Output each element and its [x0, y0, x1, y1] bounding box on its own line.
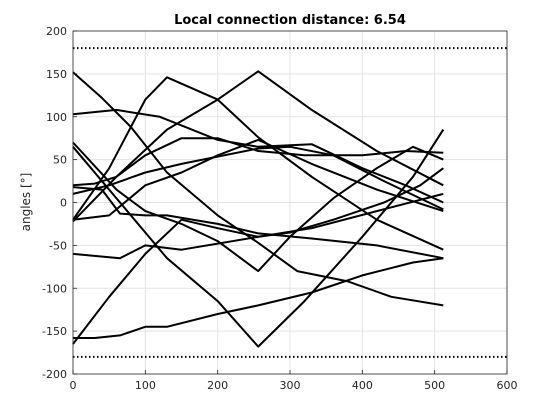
- series-line-12: [72, 138, 444, 221]
- series-lines: [72, 70, 445, 348]
- y-tick-label: -200: [42, 368, 67, 381]
- series-line-6: [72, 186, 444, 260]
- series-line-9: [72, 145, 444, 211]
- x-tick-label: 0: [70, 379, 77, 392]
- x-tick-label: 400: [352, 379, 373, 392]
- x-tick-label: 100: [135, 379, 156, 392]
- series-line-8: [73, 257, 444, 339]
- chart-title: Local connection distance: 6.54: [174, 13, 406, 28]
- series-line-13: [72, 141, 444, 273]
- y-tick-label: 100: [46, 111, 67, 124]
- x-tick-label: 500: [424, 379, 445, 392]
- y-axis-label: angles [°]: [19, 173, 33, 232]
- x-tick-labels: 0 100 200 300 400 500 600: [70, 370, 518, 392]
- x-tick-label: 600: [497, 379, 518, 392]
- y-tick-labels: -200 -150 -100 -50 0 50 100 150 200: [42, 25, 77, 381]
- series-line-5: [72, 70, 444, 223]
- reference-lines: [73, 47, 507, 358]
- y-tick-label: -100: [42, 282, 67, 295]
- y-tick-label: -50: [49, 239, 67, 252]
- y-tick-label: -150: [42, 325, 67, 338]
- y-tick-label: 150: [46, 68, 67, 81]
- series-line-3: [72, 108, 444, 204]
- series-line-11: [72, 137, 444, 187]
- y-tick-label: 0: [60, 197, 67, 210]
- x-tick-label: 300: [280, 379, 301, 392]
- y-tick-label: 50: [53, 154, 67, 167]
- x-tick-label: 200: [207, 379, 228, 392]
- y-tick-label: 200: [46, 25, 67, 38]
